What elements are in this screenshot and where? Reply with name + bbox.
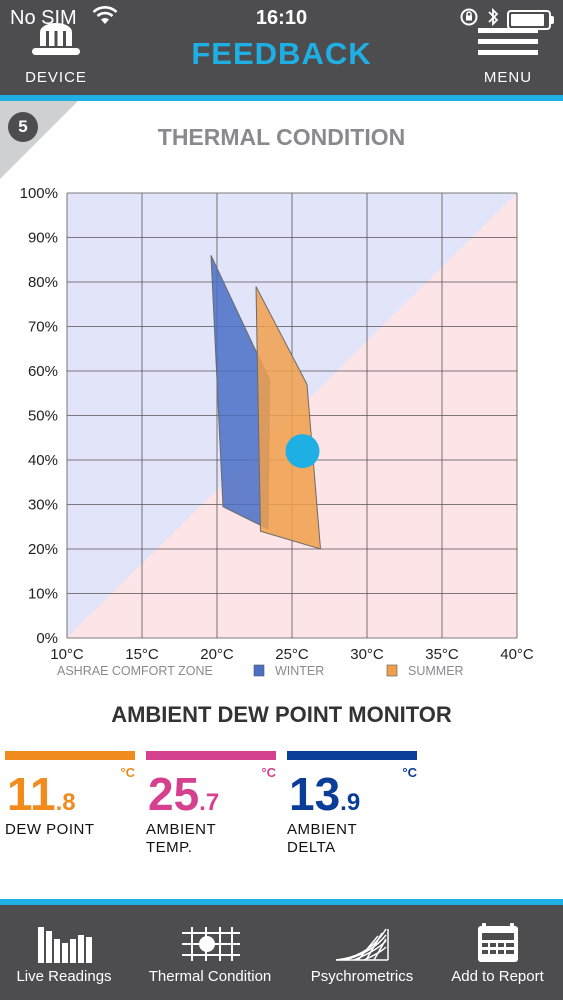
metric-unit: °C bbox=[261, 765, 276, 780]
metric-value-dec: .9 bbox=[340, 789, 361, 816]
tab-label: Thermal Condition bbox=[148, 968, 272, 985]
y-tick-label: 50% bbox=[28, 408, 58, 425]
y-tick-label: 30% bbox=[28, 497, 58, 514]
ambient-temp-metric: °C 25.7 AMBIENT TEMP. bbox=[146, 751, 276, 861]
x-tick-label: 35°C bbox=[425, 646, 459, 663]
bluetooth-icon bbox=[487, 7, 499, 33]
y-tick-label: 60% bbox=[28, 363, 58, 380]
metric-value-int: 25 bbox=[148, 768, 200, 820]
x-tick-label: 40°C bbox=[500, 646, 534, 663]
ambient-delta-metric: °C 13.9 AMBIENT DELTA bbox=[287, 751, 417, 861]
y-tick-label: 90% bbox=[28, 230, 58, 247]
y-tick-label: 40% bbox=[28, 452, 58, 469]
metric-color-bar bbox=[287, 751, 417, 760]
legend-title: ASHRAE COMFORT ZONE bbox=[57, 664, 213, 678]
tab-psychrometrics[interactable]: Psychrometrics bbox=[292, 905, 432, 1000]
metric-label: AMBIENT TEMP. bbox=[146, 821, 216, 857]
y-tick-label: 100% bbox=[20, 185, 58, 202]
metric-label-line1: AMBIENT bbox=[146, 821, 217, 838]
metric-value-int: 13 bbox=[289, 768, 341, 820]
bar-chart-icon bbox=[38, 927, 96, 967]
status-time: 16:10 bbox=[255, 7, 308, 29]
legend-label-winter: WINTER bbox=[275, 664, 324, 678]
step-badge: 5 bbox=[8, 112, 38, 142]
y-tick-label: 20% bbox=[28, 541, 58, 558]
app-header: No SIM 16:10 DEVICE FEEDBACK bbox=[0, 0, 563, 95]
metric-color-bar bbox=[146, 751, 276, 760]
thermal-condition-chart: 10°C 15°C 20°C 25°C 30°C 35°C 40°C 0% 10% 20% 30% 4… bbox=[20, 185, 534, 678]
metric-label-line2: TEMP. bbox=[146, 839, 193, 856]
y-tick-label: 0% bbox=[36, 630, 58, 647]
metric-label-line1: AMBIENT bbox=[287, 821, 358, 838]
tab-label: Add to Report bbox=[451, 968, 544, 985]
legend-swatch-winter bbox=[253, 664, 265, 677]
device-icon bbox=[28, 22, 84, 68]
status-bar: No SIM 16:10 bbox=[0, 0, 563, 36]
wifi-icon bbox=[92, 6, 118, 32]
metric-value-dec: .7 bbox=[199, 789, 220, 816]
x-tick-label: 10°C bbox=[50, 646, 84, 663]
metric-color-bar bbox=[5, 751, 135, 760]
tab-label: Psychrometrics bbox=[310, 968, 414, 985]
tab-thermal-condition[interactable]: Thermal Condition bbox=[128, 905, 292, 1000]
dew-point-monitor-title: AMBIENT DEW POINT MONITOR bbox=[111, 702, 452, 727]
metric-label-line2: DELTA bbox=[287, 839, 336, 856]
tab-add-to-report[interactable]: Add to Report bbox=[432, 905, 563, 1000]
menu-label: MENU bbox=[483, 69, 533, 86]
metric-label-line1: DEW POINT bbox=[5, 821, 95, 838]
metric-unit: °C bbox=[402, 765, 417, 780]
y-tick-label: 70% bbox=[28, 319, 58, 336]
menu-button[interactable]: MENU bbox=[474, 28, 542, 88]
tab-label: Live Readings bbox=[16, 968, 112, 985]
device-label: DEVICE bbox=[25, 69, 87, 86]
metric-value: 11.8 bbox=[7, 767, 76, 821]
x-tick-label: 20°C bbox=[200, 646, 234, 663]
x-tick-label: 30°C bbox=[350, 646, 384, 663]
metric-label: AMBIENT DELTA bbox=[287, 821, 357, 857]
x-tick-label: 25°C bbox=[275, 646, 309, 663]
orientation-lock-icon bbox=[459, 7, 479, 33]
battery-icon bbox=[507, 10, 554, 30]
metric-value: 13.9 bbox=[289, 767, 360, 821]
device-button[interactable]: DEVICE bbox=[18, 22, 94, 88]
bottom-tab-bar: Live Readings Thermal Condition bbox=[0, 905, 563, 1000]
page-title: FEEDBACK bbox=[191, 36, 372, 71]
report-icon bbox=[477, 923, 519, 967]
legend-label-summer: SUMMER bbox=[408, 664, 464, 678]
thermal-grid-icon bbox=[182, 927, 240, 965]
metric-value-dec: .8 bbox=[55, 789, 76, 816]
metric-label: DEW POINT bbox=[5, 821, 95, 839]
section-title: THERMAL CONDITION bbox=[157, 124, 406, 150]
current-reading-marker bbox=[285, 434, 320, 469]
legend-swatch-summer bbox=[386, 664, 398, 677]
header-divider bbox=[0, 95, 563, 101]
y-tick-label: 80% bbox=[28, 274, 58, 291]
comfort-zone-summer bbox=[255, 286, 322, 550]
y-tick-label: 10% bbox=[28, 586, 58, 603]
x-tick-label: 15°C bbox=[125, 646, 159, 663]
metric-unit: °C bbox=[120, 765, 135, 780]
metric-value-int: 11 bbox=[7, 768, 56, 820]
psychrometric-chart-icon bbox=[334, 927, 390, 965]
tabbar-divider bbox=[0, 899, 563, 905]
metric-value: 25.7 bbox=[148, 767, 219, 821]
tab-live-readings[interactable]: Live Readings bbox=[0, 905, 128, 1000]
dew-point-metric: °C 11.8 DEW POINT bbox=[5, 751, 135, 861]
